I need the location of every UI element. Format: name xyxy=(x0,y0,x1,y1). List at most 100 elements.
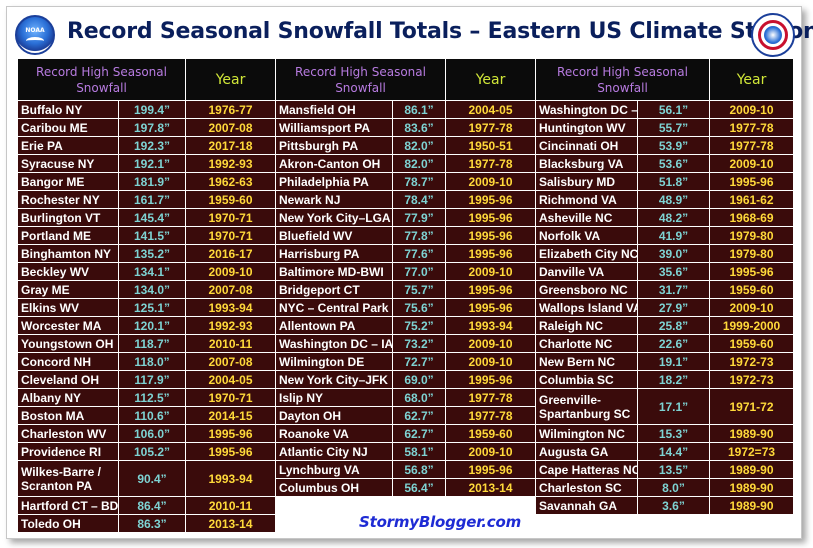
station-name: Caribou ME xyxy=(17,118,119,137)
snowfall-value: 77.6” xyxy=(391,244,447,263)
record-year: 1993-94 xyxy=(445,316,537,335)
record-year: 2007-08 xyxy=(185,352,277,371)
record-year: 1993-94 xyxy=(185,298,277,317)
snowfall-table-3: Record High Seasonal Snowfall Year Washi… xyxy=(534,58,795,515)
station-name: Islip NY xyxy=(275,388,393,407)
table-row: Wilkes-Barre / Scranton PA 90.4” 1993-94 xyxy=(17,460,277,497)
record-year: 1970-71 xyxy=(185,208,277,227)
station-name: Savannah GA xyxy=(535,496,638,515)
station-name: Huntington WV xyxy=(535,118,638,137)
table-row: Boston MA 110.6” 2014-15 xyxy=(17,406,277,425)
station-name: Wallops Island VA xyxy=(535,298,638,317)
record-year: 1972-73 xyxy=(709,352,795,371)
table-row: Youngstown OH 118.7” 2010-11 xyxy=(17,334,277,353)
table-row: Binghamton NY 135.2” 2016-17 xyxy=(17,244,277,263)
station-name: Beckley WV xyxy=(17,262,119,281)
snowfall-value: 77.8” xyxy=(391,226,447,245)
snowfall-value: 77.9” xyxy=(391,208,447,227)
record-year: 1972=73 xyxy=(709,442,795,461)
record-year: 1989-90 xyxy=(709,478,795,497)
record-year: 1962-63 xyxy=(185,172,277,191)
table-row: Columbus OH 56.4” 2013-14 xyxy=(275,478,537,497)
record-year: 1989-90 xyxy=(709,424,795,443)
snowfall-value: 134.0” xyxy=(117,280,187,299)
record-year: 1995-96 xyxy=(445,280,537,299)
snowfall-value: 19.1” xyxy=(636,352,711,371)
snowfall-value: 90.4” xyxy=(117,460,187,497)
table-row: Mansfield OH 86.1” 2004-05 xyxy=(275,100,537,119)
table-row: Syracuse NY 192.1” 1992-93 xyxy=(17,154,277,173)
table-row: Erie PA 192.3” 2017-18 xyxy=(17,136,277,155)
station-name: Blacksburg VA xyxy=(535,154,638,173)
station-name: Burlington VT xyxy=(17,208,119,227)
station-name: Cape Hatteras NC xyxy=(535,460,638,479)
snowfall-value: 14.4” xyxy=(636,442,711,461)
record-year: 1959-60 xyxy=(709,280,795,299)
station-name: Danville VA xyxy=(535,262,638,281)
table-row: Norfolk VA 41.9” 1979-80 xyxy=(535,226,795,245)
station-name: Bangor ME xyxy=(17,172,119,191)
station-name: Wilmington NC xyxy=(535,424,638,443)
record-year: 1993-94 xyxy=(185,460,277,497)
snowfall-value: 72.7” xyxy=(391,352,447,371)
snowfall-value: 78.7” xyxy=(391,172,447,191)
table-row: Toledo OH 86.3” 2013-14 xyxy=(17,514,277,533)
station-name: Wilmington DE xyxy=(275,352,393,371)
station-name: Greensboro NC xyxy=(535,280,638,299)
table-row: Huntington WV 55.7” 1977-78 xyxy=(535,118,795,137)
snowfall-value: 51.8” xyxy=(636,172,711,191)
table-row: Akron-Canton OH 82.0” 1977-78 xyxy=(275,154,537,173)
record-year: 1995-96 xyxy=(709,262,795,281)
table-row: Washington DC – DCA56.1”2009-10 xyxy=(535,100,795,119)
table-row: Newark NJ 78.4” 1995-96 xyxy=(275,190,537,209)
snowfall-value: 13.5” xyxy=(636,460,711,479)
station-name: Rochester NY xyxy=(17,190,119,209)
header-record-snowfall: Record High Seasonal Snowfall xyxy=(16,58,187,101)
table-row: Hartford CT – BDL 86.4” 2010-11 xyxy=(17,496,277,515)
station-name: Roanoke VA xyxy=(275,424,393,443)
record-year: 1989-90 xyxy=(709,496,795,515)
record-year: 1977-78 xyxy=(709,136,795,155)
record-year: 1995-96 xyxy=(709,172,795,191)
snowfall-value: 199.4” xyxy=(117,100,187,119)
snowfall-value: 3.6” xyxy=(636,496,711,515)
station-name: Charlotte NC xyxy=(535,334,638,353)
station-name: Charleston WV xyxy=(17,424,119,443)
snowfall-value: 22.6” xyxy=(636,334,711,353)
snowfall-value: 48.9” xyxy=(636,190,711,209)
snowfall-value: 145.4” xyxy=(117,208,187,227)
station-name: Columbia SC xyxy=(535,370,638,389)
station-name: Elkins WV xyxy=(17,298,119,317)
station-name: Akron-Canton OH xyxy=(275,154,393,173)
station-name: Salisbury MD xyxy=(535,172,638,191)
snowfall-value: 134.1” xyxy=(117,262,187,281)
record-year: 1979-80 xyxy=(709,244,795,263)
snowfall-value: 39.0” xyxy=(636,244,711,263)
station-name: Concord NH xyxy=(17,352,119,371)
nws-logo-ring xyxy=(758,20,788,50)
station-name: Youngstown OH xyxy=(17,334,119,353)
snowfall-value: 56.4” xyxy=(391,478,447,497)
record-year: 1989-90 xyxy=(709,460,795,479)
table-row: New York City–LGA 77.9” 1995-96 xyxy=(275,208,537,227)
snowfall-value: 58.1” xyxy=(391,442,447,461)
station-name: Allentown PA xyxy=(275,316,393,335)
record-year: 1972-73 xyxy=(709,370,795,389)
header-year: Year xyxy=(445,58,537,101)
snowfall-value: 75.7” xyxy=(391,280,447,299)
station-name: Philadelphia PA xyxy=(275,172,393,191)
table-row: Albany NY 112.5” 1970-71 xyxy=(17,388,277,407)
station-name: Mansfield OH xyxy=(275,100,393,119)
record-year: 1995-96 xyxy=(445,298,537,317)
snowfall-value: 69.0” xyxy=(391,370,447,389)
snowfall-value: 27.9” xyxy=(636,298,711,317)
record-year: 1959-60 xyxy=(185,190,277,209)
snowfall-value: 48.2” xyxy=(636,208,711,227)
table-row: Baltimore MD-BWI 77.0” 2009-10 xyxy=(275,262,537,281)
station-name: Raleigh NC xyxy=(535,316,638,335)
table-row: Asheville NC 48.2” 1968-69 xyxy=(535,208,795,227)
credit-link[interactable]: StormyBlogger.com xyxy=(359,513,521,531)
snowfall-value: 56.1” xyxy=(636,100,711,119)
snowfall-value: 161.7” xyxy=(117,190,187,209)
table-row: Richmond VA 48.9” 1961-62 xyxy=(535,190,795,209)
